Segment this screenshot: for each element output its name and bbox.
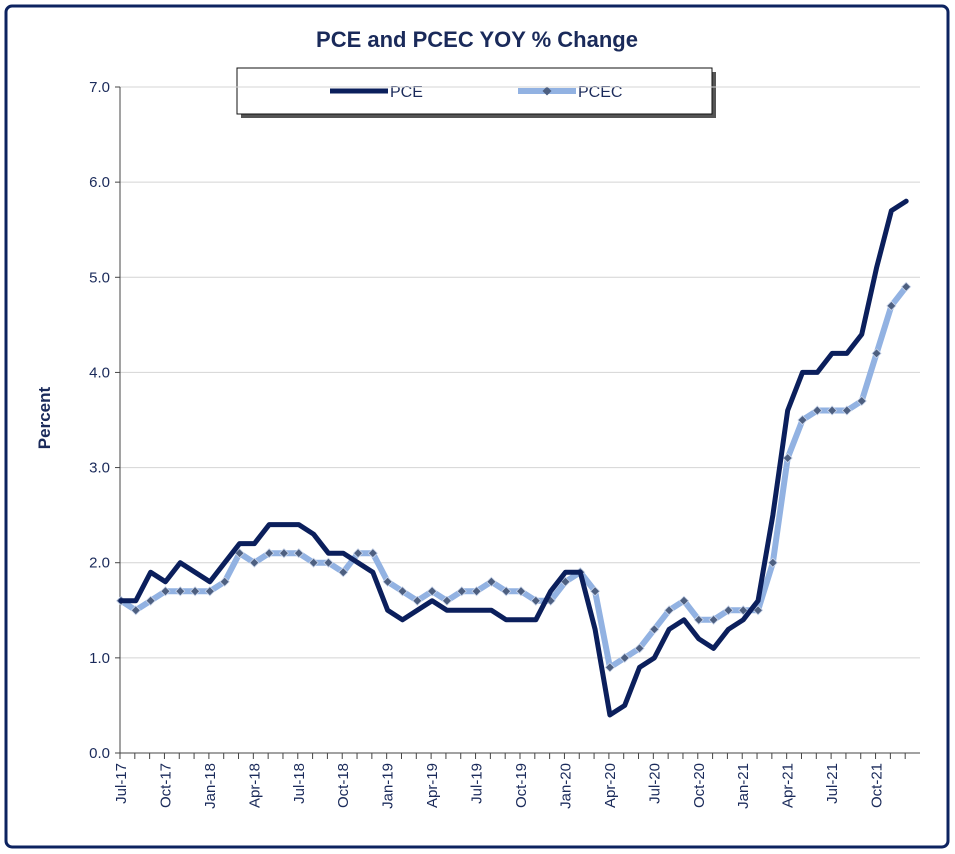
data-point (397, 586, 408, 597)
y-tick-label: 4.0 (89, 364, 110, 381)
data-point (204, 586, 215, 597)
x-tick-label: Jan-19 (380, 763, 397, 809)
data-point (619, 652, 630, 663)
data-point (308, 557, 319, 568)
x-tick-label: Jan-18 (202, 763, 219, 809)
data-point (367, 548, 378, 559)
chart-title: PCE and PCEC YOY % Change (316, 27, 638, 52)
x-tick-label: Apr-20 (602, 763, 619, 808)
x-tick-label: Oct-21 (869, 763, 886, 808)
data-point (427, 586, 438, 597)
data-point (293, 548, 304, 559)
data-point (649, 624, 660, 635)
x-tick-label: Oct-17 (157, 763, 174, 808)
data-point (886, 300, 897, 311)
data-point (797, 414, 808, 426)
data-point (471, 586, 482, 597)
x-tick-label: Jul-20 (646, 763, 663, 804)
data-point (249, 557, 260, 568)
x-tick-label: Apr-21 (780, 763, 797, 808)
data-point (841, 405, 852, 416)
legend: PCE PCEC (236, 67, 716, 118)
x-tick-label: Oct-20 (691, 763, 708, 808)
data-point (130, 605, 141, 616)
data-point (871, 348, 882, 359)
y-tick-label: 5.0 (89, 269, 110, 286)
legend-marker (542, 86, 552, 96)
y-tick-label: 6.0 (89, 174, 110, 191)
data-point (590, 586, 601, 597)
data-point (901, 281, 912, 292)
data-point (560, 576, 571, 587)
data-point (738, 605, 749, 616)
data-point (160, 586, 171, 597)
x-tick-label: Jan-20 (557, 763, 574, 809)
legend-label: PCEC (578, 84, 622, 101)
data-point (634, 643, 645, 654)
data-point (604, 662, 615, 673)
x-tick-label: Oct-19 (513, 763, 530, 808)
x-tick-label: Apr-19 (424, 763, 441, 808)
data-point (175, 586, 186, 597)
x-tick-label: Jul-17 (113, 763, 130, 804)
x-tick-label: Oct-18 (335, 763, 352, 808)
data-point (501, 586, 512, 597)
legend-label: PCE (390, 84, 423, 101)
data-point (278, 548, 290, 559)
x-tick-label: Jul-18 (291, 763, 308, 804)
data-point (664, 605, 675, 616)
line-series (118, 198, 909, 718)
data-point (782, 452, 793, 464)
data-point (708, 614, 719, 625)
data-point (693, 614, 704, 625)
data-point (812, 405, 823, 416)
data-point (264, 548, 275, 559)
y-tick-label: 0.0 (89, 745, 110, 762)
data-point (412, 595, 423, 606)
data-point (234, 548, 245, 559)
y-tick-label: 3.0 (89, 460, 110, 477)
data-point (145, 595, 156, 606)
data-point (752, 605, 764, 616)
data-point (190, 586, 201, 597)
data-point (219, 576, 230, 587)
data-point (767, 557, 778, 568)
data-point (856, 395, 867, 407)
data-point (723, 605, 734, 616)
data-point (352, 548, 364, 559)
data-point (515, 586, 527, 597)
x-tick-label: Apr-18 (246, 763, 263, 808)
data-point (456, 586, 467, 597)
legend-box (236, 67, 713, 115)
y-tick-label: 1.0 (89, 650, 110, 667)
data-point (323, 557, 334, 568)
y-tick-label: 2.0 (89, 555, 110, 572)
data-point (827, 405, 838, 416)
y-axis-label: Percent (35, 386, 54, 449)
data-point (338, 567, 349, 578)
data-point (678, 595, 690, 606)
x-tick-label: Jan-21 (735, 763, 752, 809)
y-tick-label: 7.0 (89, 79, 110, 96)
x-tick-label: Jul-19 (469, 763, 486, 804)
data-point (530, 595, 541, 606)
x-tick-label: Jul-21 (824, 763, 841, 804)
data-point (486, 576, 497, 587)
data-point (441, 595, 452, 606)
chart-frame (4, 4, 950, 849)
data-point (382, 576, 393, 587)
